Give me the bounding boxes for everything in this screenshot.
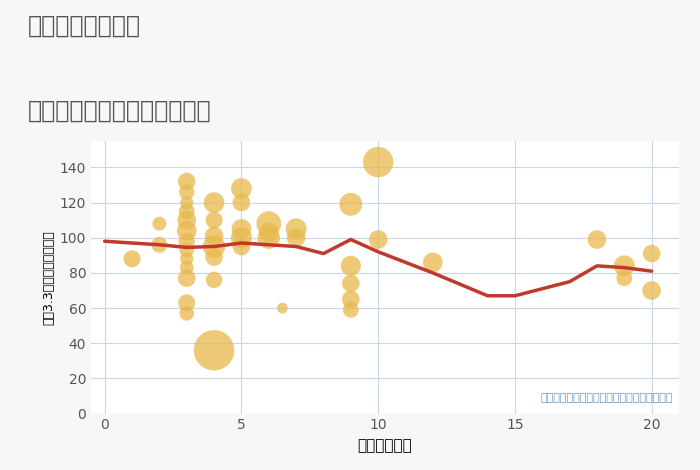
Point	[181, 227, 193, 235]
Point	[345, 280, 356, 287]
Point	[209, 232, 220, 240]
Text: 円の大きさは、取引のあった物件面積を示す: 円の大きさは、取引のあった物件面積を示す	[540, 393, 673, 403]
Point	[209, 253, 220, 261]
Point	[646, 250, 657, 257]
Point	[263, 220, 274, 227]
Point	[209, 243, 220, 251]
Point	[276, 304, 288, 312]
Point	[181, 255, 193, 263]
Point	[372, 158, 384, 166]
Point	[236, 199, 247, 206]
Point	[181, 178, 193, 185]
Point	[181, 199, 193, 206]
Point	[209, 216, 220, 224]
Point	[619, 274, 630, 282]
Text: 駅距離別中古マンション価格: 駅距離別中古マンション価格	[28, 99, 211, 123]
Point	[236, 185, 247, 192]
Point	[619, 262, 630, 270]
Point	[181, 299, 193, 306]
Point	[181, 246, 193, 254]
Point	[345, 262, 356, 270]
Point	[236, 243, 247, 251]
Point	[154, 220, 165, 227]
Point	[209, 199, 220, 206]
Point	[372, 236, 384, 243]
Y-axis label: 坪（3.3㎡）単価（万円）: 坪（3.3㎡）単価（万円）	[43, 230, 55, 325]
Point	[263, 234, 274, 242]
Point	[290, 234, 302, 242]
Point	[181, 237, 193, 245]
X-axis label: 駅距離（分）: 駅距離（分）	[358, 438, 412, 453]
Point	[345, 296, 356, 303]
Point	[646, 287, 657, 294]
Point	[236, 234, 247, 242]
Point	[154, 241, 165, 249]
Point	[263, 229, 274, 236]
Point	[181, 264, 193, 271]
Point	[345, 201, 356, 208]
Point	[181, 216, 193, 224]
Point	[236, 225, 247, 233]
Point	[209, 346, 220, 354]
Point	[427, 258, 438, 266]
Point	[127, 255, 138, 263]
Point	[181, 310, 193, 317]
Point	[592, 236, 603, 243]
Point	[181, 188, 193, 196]
Point	[345, 306, 356, 313]
Point	[209, 276, 220, 284]
Text: 千葉県木更津市の: 千葉県木更津市の	[28, 14, 141, 38]
Point	[290, 225, 302, 233]
Point	[181, 274, 193, 282]
Point	[181, 208, 193, 215]
